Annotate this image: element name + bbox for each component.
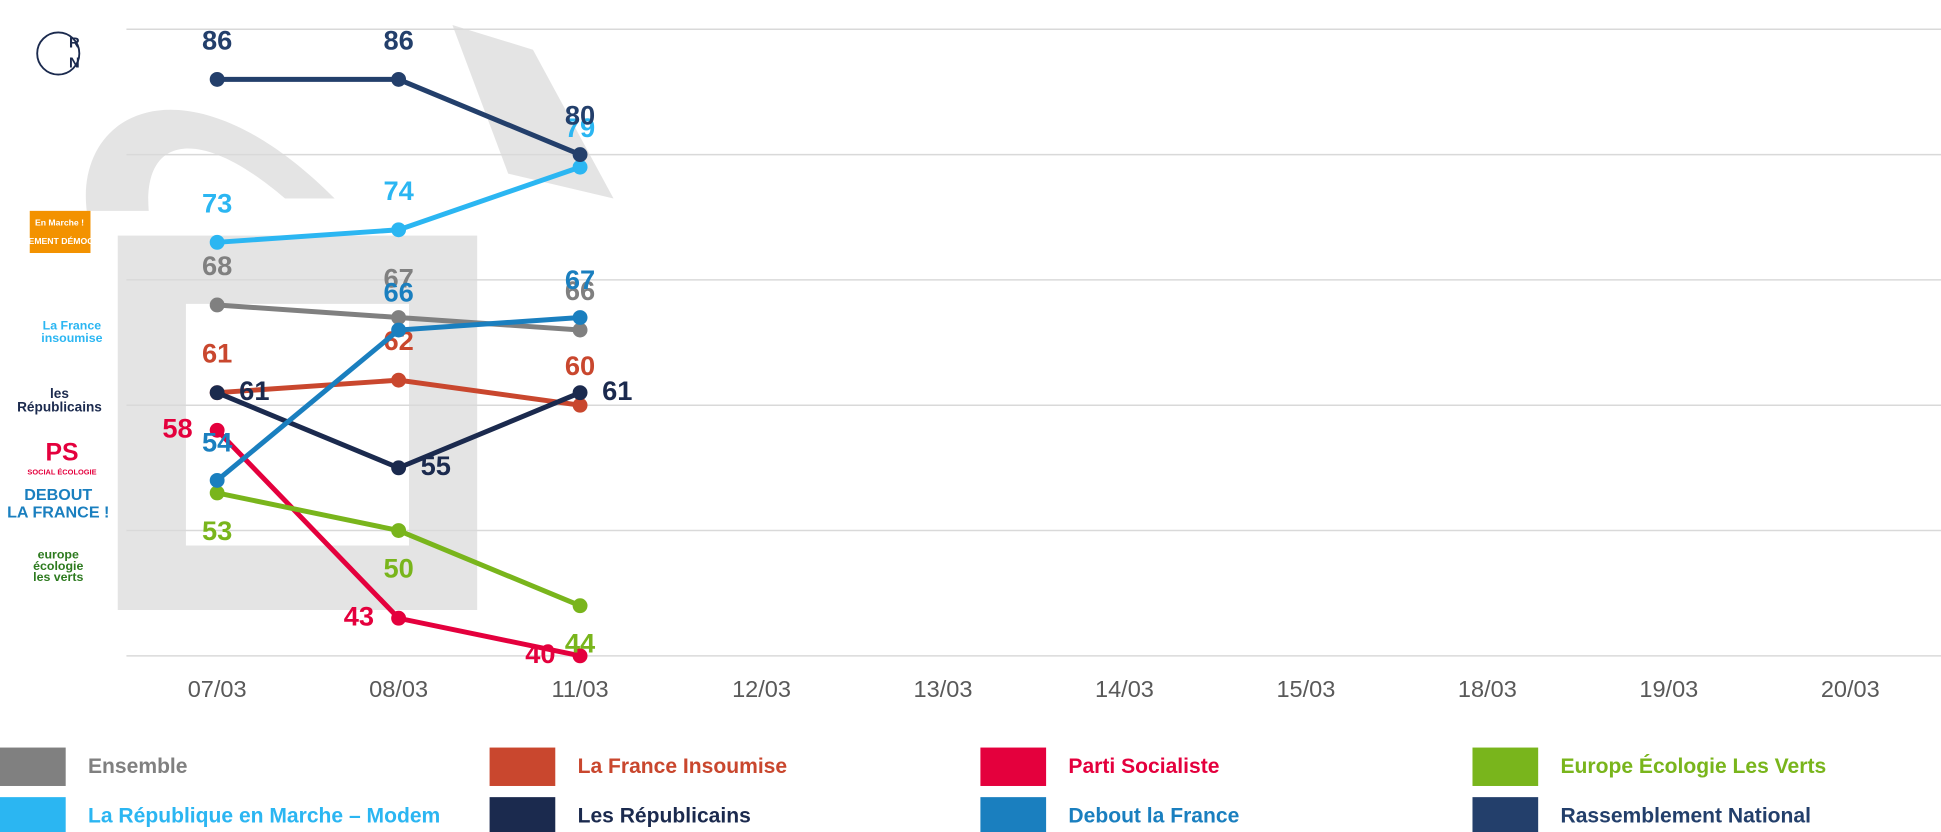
x-tick-label: 11/03 [551, 676, 608, 702]
logo-text: insoumise [41, 331, 102, 345]
data-point [572, 385, 588, 401]
legend-label: Les Républicains [578, 805, 751, 828]
logo-text: europe [38, 548, 79, 562]
logo-text: écologie [33, 559, 83, 573]
data-label: 40 [525, 638, 555, 669]
logo-text: LA FRANCE ! [7, 504, 109, 522]
x-tick-label: 08/03 [369, 676, 428, 702]
logo-text: MOUVEMENT DÉMOCRATE [3, 236, 117, 246]
logo-text: les [50, 386, 69, 401]
legend-swatch [980, 797, 1047, 832]
data-label: 55 [421, 450, 451, 481]
data-label: 67 [383, 263, 413, 294]
data-point [572, 322, 588, 338]
data-point [572, 397, 588, 413]
x-tick-label: 14/03 [1095, 676, 1154, 702]
data-label: 67 [565, 264, 595, 295]
data-point [572, 598, 588, 614]
data-label: 74 [383, 175, 414, 206]
data-point [391, 222, 407, 238]
data-label: 79 [565, 112, 595, 143]
logo-background [29, 210, 91, 254]
data-label: 66 [383, 276, 413, 307]
logo-text: La France [43, 318, 102, 332]
legend-swatch [1472, 747, 1539, 786]
logo-text: DEBOUT [24, 486, 92, 504]
data-point [209, 485, 225, 501]
data-point [572, 648, 588, 664]
legend-label: Debout la France [1068, 805, 1239, 828]
data-label: 43 [344, 600, 374, 631]
x-tick-label: 15/03 [1276, 676, 1335, 702]
logo-ring [36, 31, 81, 76]
data-point [209, 234, 225, 250]
logo-text: Républicains [17, 400, 102, 415]
data-label: 61 [239, 375, 269, 406]
data-point [572, 310, 588, 325]
x-tick-label: 12/03 [732, 676, 791, 702]
x-tick-label: 20/03 [1821, 676, 1880, 702]
data-label: 86 [383, 24, 413, 55]
legend-swatch [1472, 797, 1539, 832]
legend-swatch [489, 747, 556, 786]
legend-label: Ensemble [88, 755, 188, 778]
logo-text: En Marche ! [35, 218, 84, 228]
legend-swatch [489, 797, 556, 832]
data-point [391, 460, 407, 476]
data-point [572, 159, 588, 175]
data-label: 86 [202, 24, 232, 55]
legend-swatch [0, 797, 66, 832]
logo-text: les verts [33, 570, 83, 584]
legend-label: Rassemblement National [1560, 805, 1811, 828]
x-tick-label: 18/03 [1458, 676, 1517, 702]
data-point [391, 372, 407, 388]
data-point [391, 523, 407, 538]
legend-label: Europe Écologie Les Verts [1560, 755, 1826, 778]
data-label: 68 [202, 250, 232, 281]
legend-label: La République en Marche – Modem [88, 805, 440, 828]
data-point [209, 385, 225, 401]
x-tick-label: 13/03 [914, 676, 973, 702]
data-label: 61 [202, 338, 232, 369]
logo-text: PS [45, 439, 78, 466]
logo-text: N [69, 55, 80, 71]
data-label: 80 [565, 100, 595, 131]
data-label: 54 [202, 427, 233, 458]
logo-text: SOCIAL ÉCOLOGIE [27, 467, 96, 476]
x-tick-label: 19/03 [1639, 676, 1698, 702]
legend-swatch [0, 747, 66, 786]
data-label: 61 [602, 375, 632, 406]
data-point [572, 147, 588, 163]
legend-label: La France Insoumise [578, 755, 788, 778]
data-point [209, 422, 225, 438]
data-point [209, 71, 225, 87]
data-point [391, 610, 407, 626]
data-point [391, 310, 407, 325]
data-point [209, 472, 225, 488]
logo-text: R [69, 35, 80, 51]
data-point [391, 71, 407, 87]
data-label: 44 [565, 628, 596, 659]
data-label: 53 [202, 515, 232, 546]
data-point [391, 322, 407, 338]
series-line [216, 390, 582, 471]
data-point [209, 297, 225, 313]
data-label: 66 [565, 275, 595, 306]
data-label: 50 [383, 552, 413, 583]
data-label: 58 [162, 412, 192, 443]
legend-swatch [980, 747, 1047, 786]
legend-label: Parti Socialiste [1068, 755, 1219, 778]
x-tick-label: 07/03 [188, 676, 247, 702]
data-label: 73 [202, 187, 232, 218]
data-label: 60 [565, 350, 595, 381]
